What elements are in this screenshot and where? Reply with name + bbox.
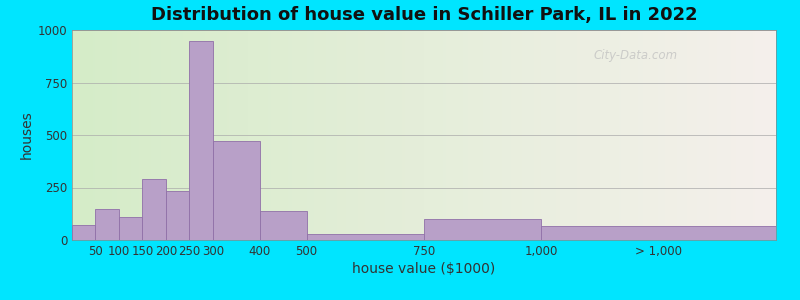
Bar bbox=[542, 226, 776, 240]
Title: Distribution of house value in Schiller Park, IL in 2022: Distribution of house value in Schiller … bbox=[150, 6, 698, 24]
Bar bbox=[95, 208, 119, 240]
Bar bbox=[213, 141, 260, 240]
Bar bbox=[119, 217, 142, 240]
Bar bbox=[424, 219, 542, 240]
Bar bbox=[260, 211, 306, 240]
X-axis label: house value ($1000): house value ($1000) bbox=[352, 262, 496, 276]
Bar bbox=[72, 225, 95, 240]
Bar bbox=[166, 191, 190, 240]
Bar bbox=[190, 40, 213, 240]
Bar bbox=[142, 179, 166, 240]
Bar bbox=[306, 234, 424, 240]
Text: City-Data.com: City-Data.com bbox=[593, 49, 678, 62]
Y-axis label: houses: houses bbox=[19, 111, 34, 159]
